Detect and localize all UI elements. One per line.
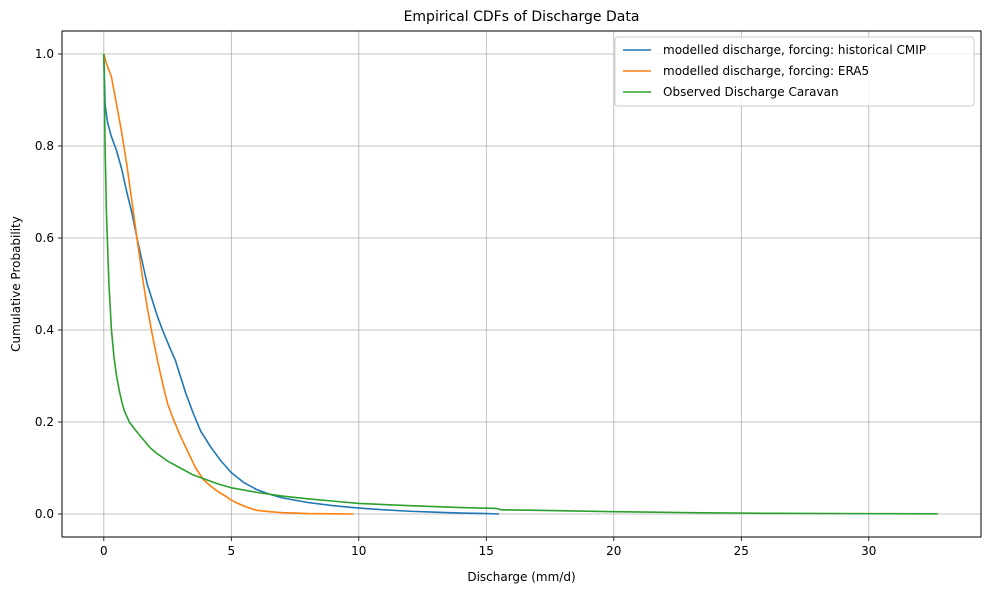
series-line-1	[103, 53, 500, 515]
y-tick-label: 0.2	[35, 415, 54, 429]
x-tick-label: 0	[100, 544, 108, 558]
legend-label: modelled discharge, forcing: ERA5	[663, 64, 869, 78]
x-tick-label: 10	[351, 544, 366, 558]
y-tick-label: 0.4	[35, 323, 54, 337]
plot-frame	[61, 30, 982, 538]
x-axis-label: Discharge (mm/d)	[467, 570, 575, 584]
legend-label: Observed Discharge Caravan	[663, 85, 839, 99]
legend-box	[614, 36, 975, 107]
y-axis-ticks: 0.0 0.2 0.4 0.6 0.8 1.0	[35, 47, 62, 521]
x-tick-label: 15	[479, 544, 494, 558]
x-tick-label: 25	[734, 544, 749, 558]
y-tick-label: 1.0	[35, 47, 54, 61]
x-tick-label: 30	[861, 544, 876, 558]
y-tick-label: 0.0	[35, 507, 54, 521]
series-line-2	[103, 53, 354, 515]
y-tick-label: 0.6	[35, 231, 54, 245]
series-line-3	[103, 53, 938, 515]
x-tick-label: 5	[227, 544, 235, 558]
y-tick-label: 0.8	[35, 139, 54, 153]
series-lines	[103, 53, 938, 515]
x-axis-ticks: 0 5 10 15 20 25 30	[100, 537, 876, 558]
grid-lines	[62, 31, 981, 537]
legend: modelled discharge, forcing: historical …	[614, 36, 975, 107]
y-axis-label: Cumulative Probability	[9, 216, 23, 352]
legend-label: modelled discharge, forcing: historical …	[663, 43, 926, 57]
chart-title: Empirical CDFs of Discharge Data	[404, 9, 640, 25]
x-tick-label: 20	[606, 544, 621, 558]
